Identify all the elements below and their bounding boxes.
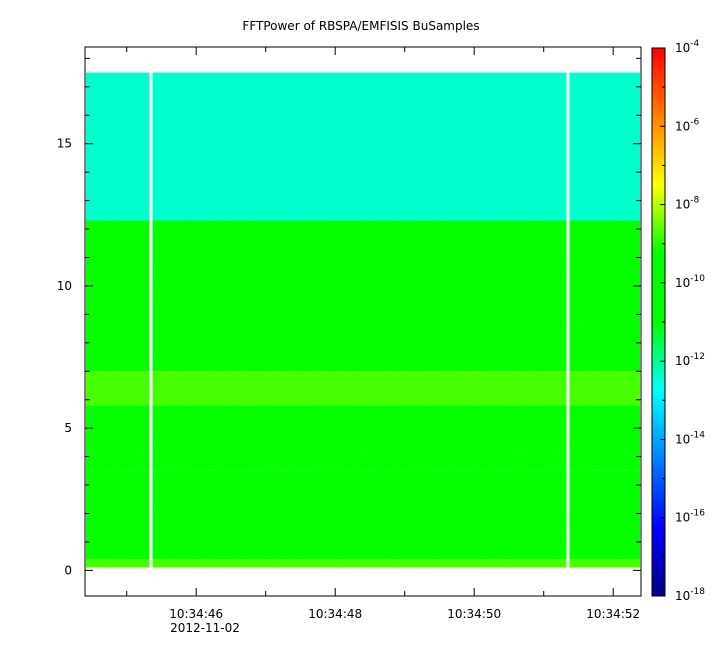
spectrogram-noise-texture bbox=[86, 220, 640, 568]
data-gap-line bbox=[149, 72, 153, 568]
colorbar-gradient bbox=[652, 48, 665, 596]
x-axis: 10:34:46 10:34:48 10:34:50 10:34:52 bbox=[126, 47, 640, 621]
y-axis: 0 5 10 15 bbox=[57, 57, 641, 577]
chart-title: FFTPower of RBSPA/EMFISIS BuSamples bbox=[242, 19, 479, 33]
colorbar-tick-label: 10-8 bbox=[675, 196, 700, 212]
x-tick-label: 10:34:50 bbox=[447, 607, 501, 621]
colorbar-tick-label: 10-10 bbox=[675, 274, 705, 290]
colorbar-tick-label: 10-4 bbox=[675, 39, 700, 55]
spectrogram-band bbox=[86, 72, 640, 221]
x-tick-label: 10:34:46 bbox=[169, 607, 223, 621]
colorbar-tick-label: 10-18 bbox=[675, 587, 705, 603]
colorbar: 10-4 10-6 10-8 10-10 10-12 10-14 10-16 10-18 bbox=[651, 39, 705, 603]
x-tick-label: 10:34:52 bbox=[586, 607, 640, 621]
x-tick-label: 10:34:48 bbox=[308, 607, 362, 621]
y-tick-label: 15 bbox=[57, 137, 72, 151]
colorbar-tick-label: 10-6 bbox=[675, 117, 700, 133]
colorbar-tick-label: 10-12 bbox=[675, 352, 705, 368]
x-axis-date-label: 2012-11-02 bbox=[170, 621, 240, 635]
plot-frame bbox=[84, 46, 642, 597]
y-tick-label: 0 bbox=[64, 563, 72, 577]
colorbar-tick-label: 10-16 bbox=[675, 509, 705, 525]
colorbar-tick-label: 10-14 bbox=[675, 430, 705, 446]
y-tick-label: 10 bbox=[57, 279, 72, 293]
plot-area bbox=[84, 46, 642, 597]
y-tick-label: 5 bbox=[64, 421, 72, 435]
data-gap-line bbox=[566, 72, 570, 568]
